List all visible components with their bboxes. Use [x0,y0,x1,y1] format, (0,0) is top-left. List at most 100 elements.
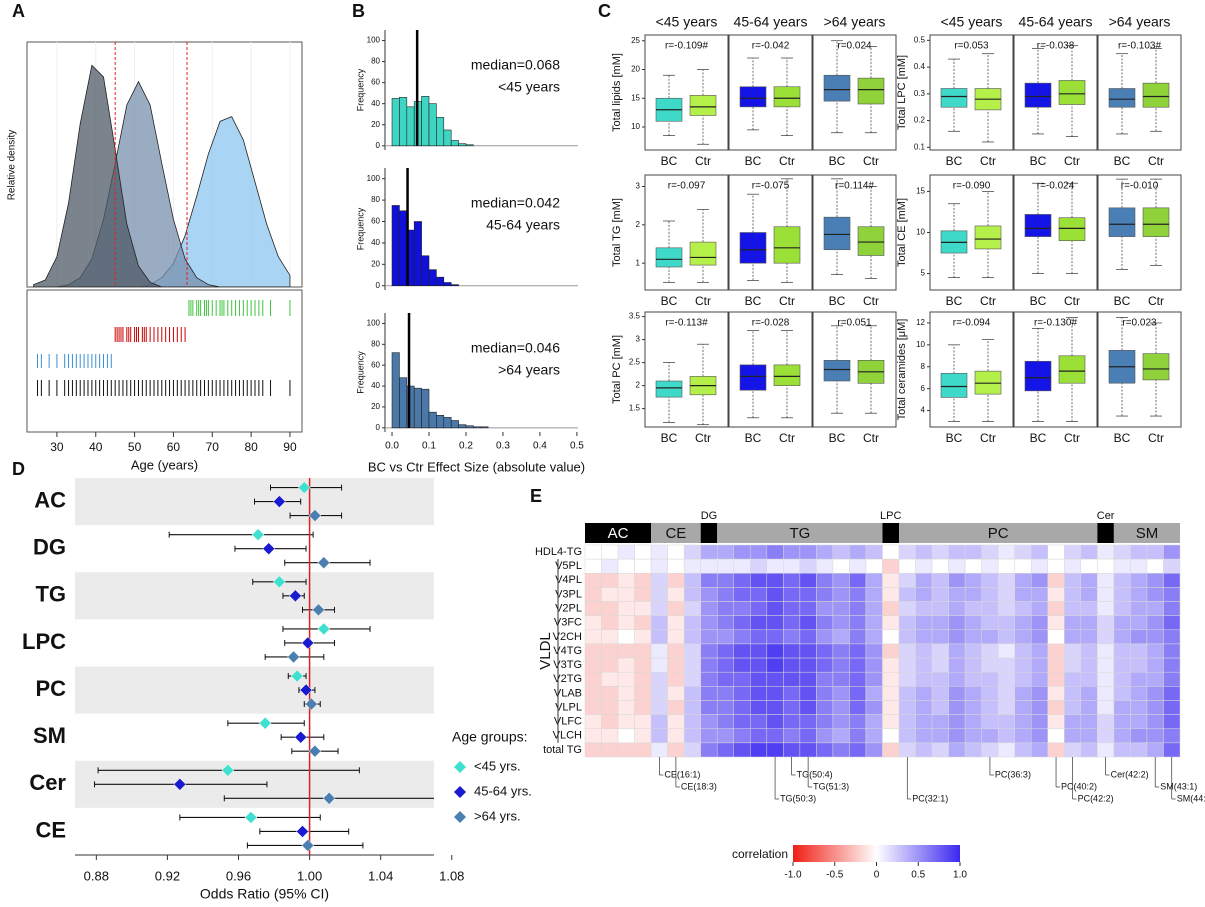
heatmap-cell [948,714,966,729]
heatmap-cell [783,686,801,701]
column-group-label: AC [608,525,629,542]
heatmap-cell [981,714,999,729]
estimate-point [312,603,325,617]
heatmap-cell [981,615,999,631]
heatmap-cell [832,544,850,560]
histogram-bar [406,106,415,147]
heatmap-cell [1080,714,1098,729]
panel-letter: B [352,1,365,21]
heatmap-cell [1163,686,1181,701]
heatmap-cell [650,700,668,715]
heatmap-cell [1080,601,1098,616]
heatmap-cell [667,615,685,631]
group-label: BC [946,294,963,308]
heatmap-cell [716,671,735,687]
heatmap-cell [997,686,1015,701]
heatmap-cell [601,558,619,574]
heatmap-cell [1031,742,1049,758]
heatmap-cell [1014,671,1032,687]
y-tick-label: 15 [631,93,640,102]
histogram-bar [436,414,445,429]
group-label: <45 years [498,79,560,95]
heatmap-cell [1146,629,1164,645]
r-label: r=-0.010 [1121,181,1159,192]
heatmap-cell [898,742,916,758]
heatmap-cell [915,700,933,715]
heatmap-cell [1080,544,1098,560]
histogram-bar [413,221,422,287]
heatmap-cell [1130,657,1148,673]
column-group-label: CE [665,525,686,542]
heatmap-cell [667,742,685,758]
heatmap-cell [1047,544,1065,560]
box [773,86,801,108]
r-label: r=0.053 [954,41,989,52]
heatmap-cell [915,587,933,602]
heatmap-cell [1031,601,1049,616]
y-tick-label: 0.3 [914,89,926,98]
y-axis-label: Frequency [355,207,365,250]
heatmap-cell [1130,643,1148,659]
heatmap-cell [1064,573,1082,588]
column-label: SM(43:1) [1160,781,1197,791]
row-label: V2CH [553,631,582,643]
category-label: PC [35,676,66,701]
heatmap-cell [915,657,933,673]
column-group-label: Cer [1097,510,1115,522]
heatmap-cell [816,728,834,744]
heatmap-cell [981,728,999,744]
heatmap-cell [1146,643,1164,659]
y-tick-label: 80 [371,195,380,204]
heatmap-cell [931,728,949,744]
heatmap-cell [1163,700,1181,715]
heatmap-cell [997,742,1015,758]
heatmap-cell [783,714,801,729]
group-label: BC [829,154,846,168]
y-tick-label: 5 [921,269,926,278]
x-tick-label: 0.0 [385,441,399,452]
heatmap-cell [816,629,834,645]
heatmap-cell [898,544,916,560]
box [739,86,767,108]
heatmap-cell [1113,587,1131,602]
heatmap-cell [898,686,916,701]
heatmap-cell [882,643,900,659]
heatmap-cell [1064,671,1082,687]
heatmap-cell [1047,714,1065,729]
heatmap-cell [617,714,635,729]
heatmap-cell [865,558,883,574]
y-tick-label: 3 [636,335,641,344]
heatmap-cell [997,643,1015,659]
column-group [1113,523,1180,543]
y-axis-label: Frequency [355,351,365,394]
y-tick-label: 0 [376,141,381,150]
legend-label: 45-64 yrs. [474,783,532,798]
heatmap-cell [898,573,916,588]
y-tick-label: 12 [916,318,925,327]
heatmap-cell [783,601,801,616]
heatmap-cell [849,601,867,616]
heatmap-cell [832,615,850,631]
heatmap-cell [584,700,602,715]
heatmap-cell [584,742,602,758]
group-label: BC [745,294,762,308]
histogram-bar [421,255,430,287]
group-label: Ctr [779,431,795,445]
heatmap-cell [650,601,668,616]
group-label: Ctr [1064,431,1080,445]
heatmap-cell [865,700,883,715]
heatmap-cell [634,587,652,602]
heatmap-cell [683,643,701,659]
heatmap-cell [733,671,751,687]
x-tick-label: 0.4 [533,441,547,452]
heatmap-cell [882,629,900,645]
estimate-point [273,575,286,589]
category-label: Cer [29,770,66,795]
box [1142,207,1170,237]
box [1058,80,1086,105]
heatmap-cell [783,587,801,602]
histogram-bar [450,284,459,287]
heatmap-cell [997,601,1015,616]
heatmap-cell [1014,643,1032,659]
